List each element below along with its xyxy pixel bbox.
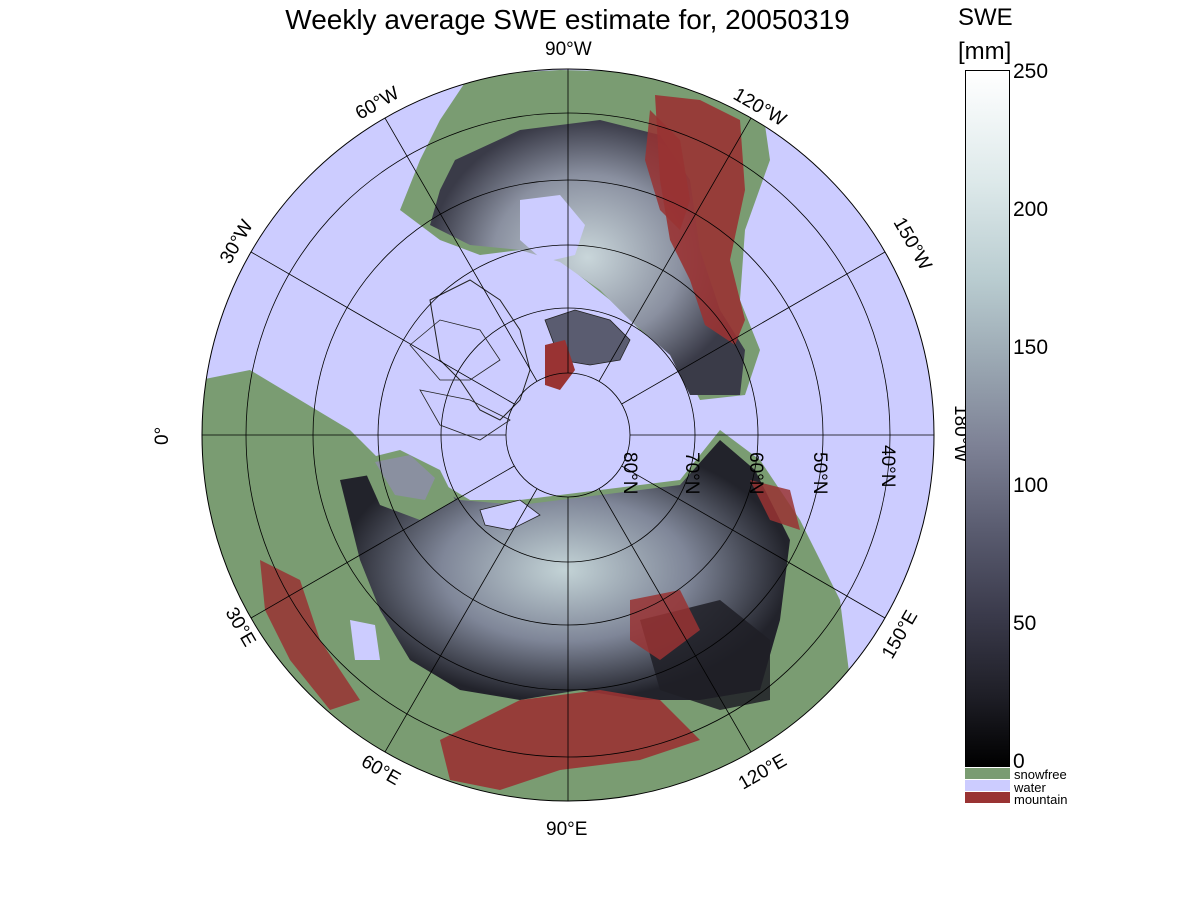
meridian-line [250, 251, 515, 405]
lon-label-150w: 150°W [889, 214, 936, 274]
legend-label-water: water [1014, 780, 1046, 795]
colorbar-tick-250: 250 [1013, 60, 1049, 83]
legend-label-snowfree: snowfree [1014, 767, 1067, 782]
meridian-line [598, 117, 752, 382]
meridian-line [250, 465, 515, 619]
colorbar-tick-0: 0 [1013, 750, 1025, 773]
colorbar-tick-150: 150 [1013, 336, 1049, 359]
scandinavia-snow [375, 455, 435, 500]
lat-label-50n: 50°N [809, 452, 830, 494]
lat-label-80n: 80°N [619, 452, 640, 494]
asia-mountain [440, 690, 700, 790]
longitude-grid [202, 69, 934, 801]
meridian-line [621, 465, 886, 619]
greenland [429, 279, 531, 421]
map-title: Weekly average SWE estimate for, 2005031… [285, 4, 850, 35]
swe-colorbar [965, 70, 1010, 767]
legend-swatch-snowfree [965, 768, 1010, 779]
caspian [350, 620, 380, 660]
lat-label-70n: 70°N [681, 452, 702, 494]
lon-label-90w: 90°W [545, 39, 592, 60]
legend-swatch-water [965, 780, 1010, 791]
alps-mountain [260, 560, 360, 710]
lat-label-40n: 40°N [877, 445, 898, 487]
rockies-mountain-2 [645, 110, 690, 230]
meridian-line [598, 488, 752, 753]
lat-label-60n: 60°N [745, 452, 766, 494]
novaya-zemlya [479, 499, 541, 531]
colorbar-tick-100: 100 [1013, 474, 1049, 497]
colorbar-tick-50: 50 [1013, 612, 1037, 635]
colorbar-tick-200: 200 [1013, 198, 1049, 221]
lon-label-90e: 90°E [546, 819, 587, 840]
colorbar-title: SWE [958, 4, 1013, 31]
legend-label-mountain: mountain [1014, 792, 1068, 807]
baffin-mountain [545, 340, 575, 390]
lon-label-0: 0° [152, 427, 173, 445]
coastlines [409, 319, 511, 441]
legend-swatch-mountain [965, 792, 1010, 803]
meridian-line [621, 251, 886, 405]
meridian-line [384, 488, 538, 753]
latitude-labels: 80°N 70°N 60°N 50°N 40°N [619, 445, 898, 494]
kamchatka-mountain [750, 480, 800, 530]
meridian-line [384, 117, 538, 382]
colorbar-unit: [mm] [958, 38, 1012, 65]
